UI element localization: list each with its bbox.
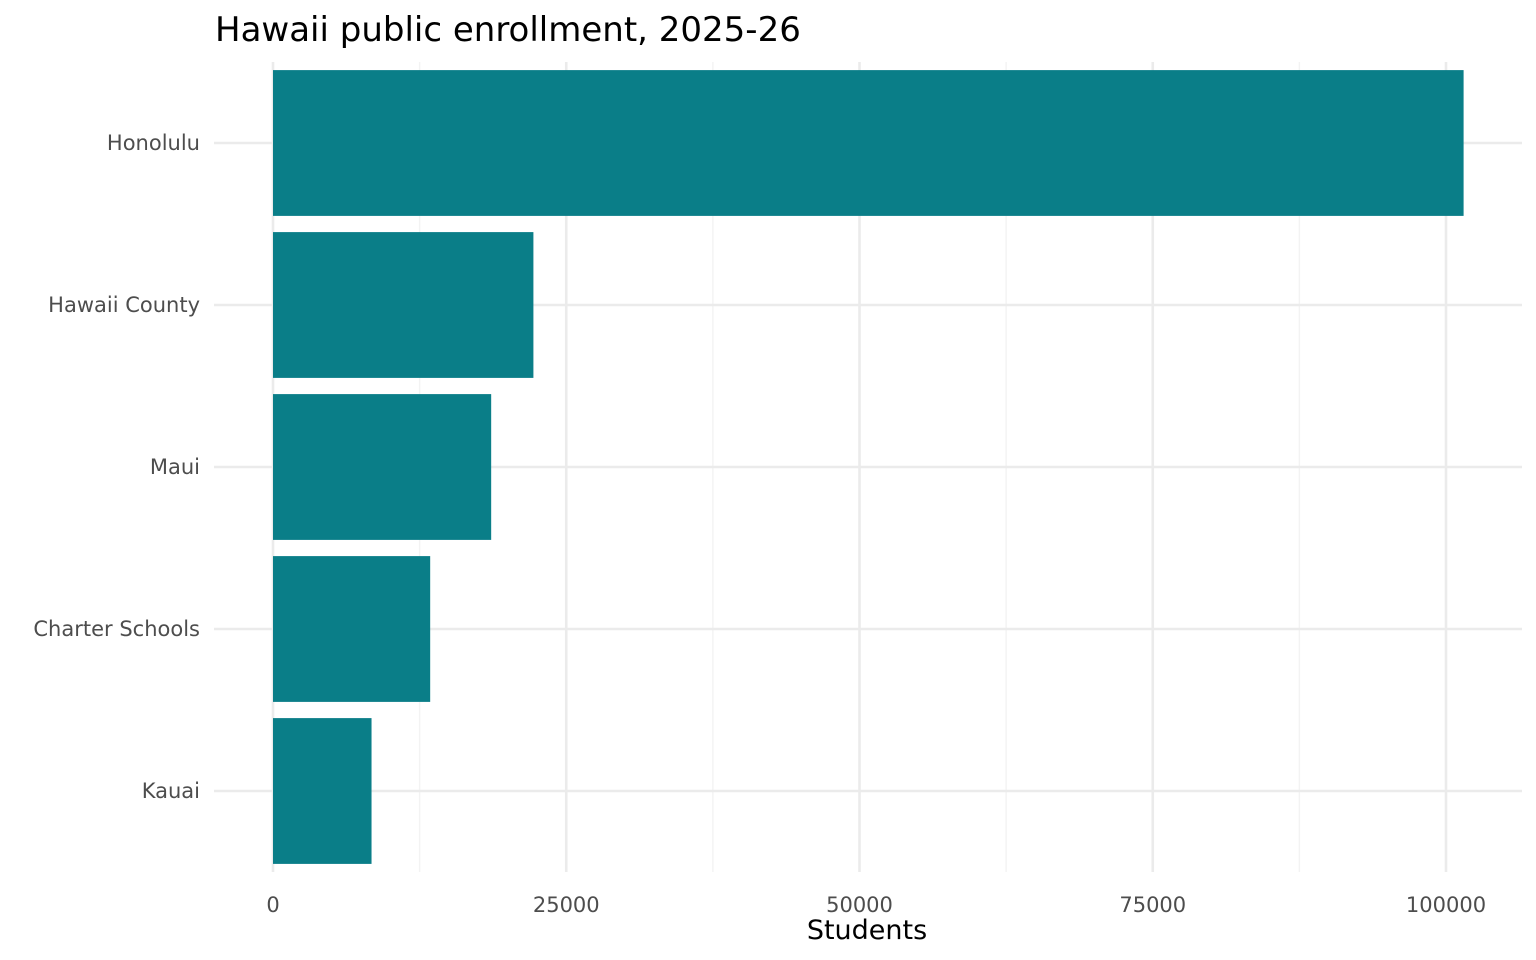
x-tick-label: 75000 (1119, 893, 1186, 917)
bar-charter-schools (273, 556, 431, 702)
chart-title: Hawaii public enrollment, 2025-26 (215, 10, 801, 50)
y-tick-label: Kauai (142, 779, 200, 803)
y-tick-label: Hawaii County (48, 293, 200, 317)
x-axis-title: Students (807, 915, 927, 946)
bar-honolulu (273, 70, 1464, 216)
bar-hawaii-county (273, 232, 534, 378)
bar-maui (273, 394, 492, 540)
x-tick-label: 25000 (533, 893, 600, 917)
y-axis-ticks: Honolulu Hawaii County Maui Charter Schools… (33, 131, 200, 803)
y-tick-label: Honolulu (107, 131, 200, 155)
x-tick-label: 50000 (826, 893, 893, 917)
bar-kauai (273, 718, 372, 864)
bars (273, 70, 1464, 864)
x-axis-ticks: 0 25000 50000 75000 100000 (266, 893, 1486, 917)
y-tick-label: Charter Schools (33, 617, 200, 641)
x-tick-label: 0 (266, 893, 279, 917)
y-tick-label: Maui (150, 455, 200, 479)
x-tick-label: 100000 (1406, 893, 1486, 917)
